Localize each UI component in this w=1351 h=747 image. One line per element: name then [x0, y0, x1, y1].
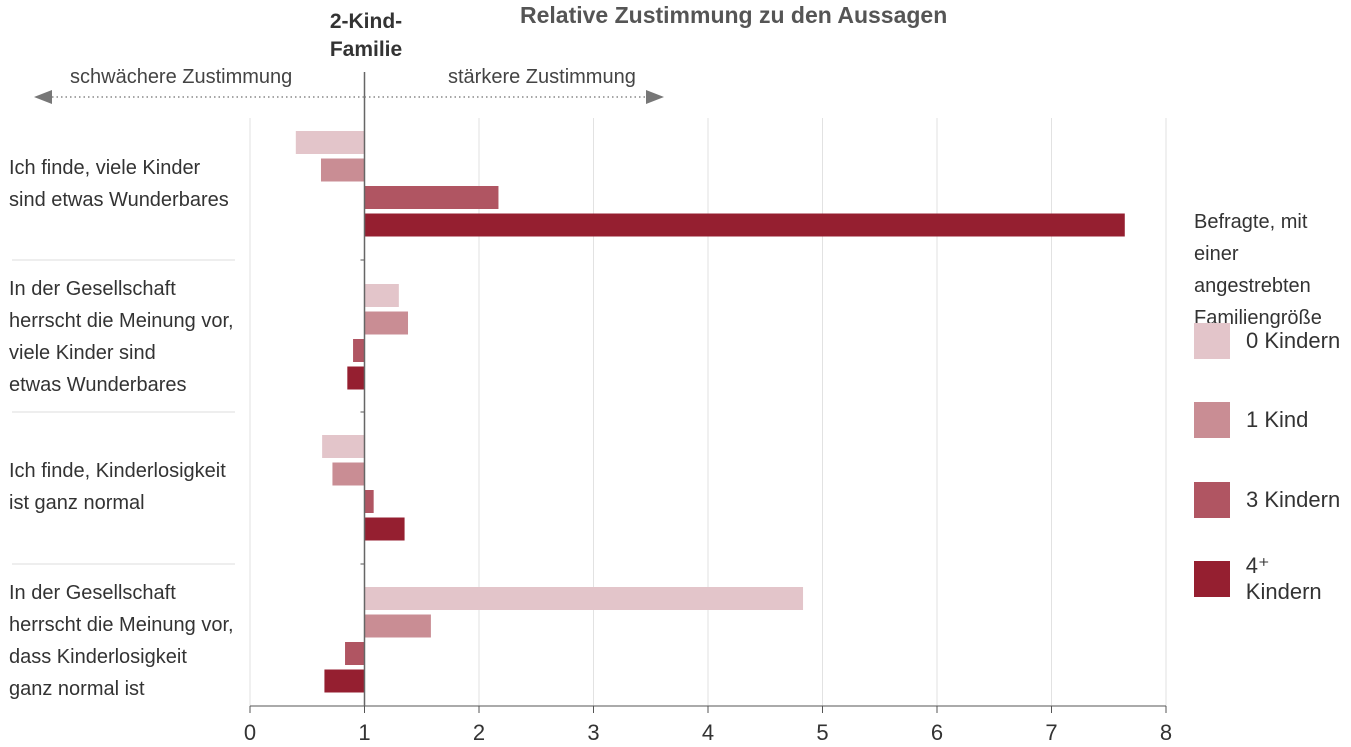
bar [322, 435, 365, 458]
direction-label-left: schwächere Zustimmung [70, 66, 293, 88]
x-tick-label: 1 [358, 720, 370, 745]
legend-label: 0 Kindern [1246, 328, 1341, 353]
x-tick-label: 8 [1160, 720, 1172, 745]
bar [364, 587, 804, 610]
category-label: Ich finde, Kinderlosigkeit ist ganz norm… [9, 460, 226, 514]
bar [353, 339, 365, 362]
legend-swatch [1194, 482, 1230, 518]
legend-label: 4⁺ Kindern [1245, 553, 1322, 604]
x-tick-label: 7 [1045, 720, 1057, 745]
bar [345, 642, 365, 665]
direction-label-right: stärkere Zustimmung [448, 66, 636, 88]
bar [364, 186, 499, 209]
x-tick-label: 6 [931, 720, 943, 745]
arrow-left-icon [34, 90, 52, 104]
legend-item: 4⁺ Kindern [1194, 553, 1351, 604]
x-tick-label: 0 [244, 720, 256, 745]
bar [364, 517, 405, 541]
bar [347, 366, 365, 390]
bar [295, 131, 365, 154]
reference-line-label: 2-Kind- Familie [329, 10, 403, 61]
bar [324, 669, 365, 693]
x-tick-label: 5 [816, 720, 828, 745]
legend-label: 3 Kindern [1246, 487, 1341, 512]
legend-item: 1 Kind [1194, 402, 1308, 438]
x-tick-label: 4 [702, 720, 714, 745]
bar [364, 284, 399, 307]
legend-swatch [1194, 323, 1230, 359]
legend-swatch [1194, 402, 1230, 438]
legend-label: 1 Kind [1246, 407, 1309, 432]
arrow-right-icon [646, 90, 664, 104]
bar [364, 490, 374, 513]
bar [320, 158, 365, 182]
bar [364, 213, 1125, 237]
legend-swatch [1194, 561, 1230, 597]
category-label: In der Gesellschaft herrscht die Meinung… [9, 582, 234, 700]
legend-item: 3 Kindern [1194, 482, 1340, 518]
bar [364, 311, 409, 335]
chart-title: Relative Zustimmung zu den Aussagen [520, 2, 948, 28]
category-label: Ich finde, viele Kinder sind etwas Wunde… [9, 157, 229, 211]
x-tick-label: 2 [473, 720, 485, 745]
legend-item: 0 Kindern [1194, 323, 1340, 359]
x-tick-label: 3 [587, 720, 599, 745]
bar [332, 462, 365, 486]
bar [364, 614, 431, 638]
category-label: In der Gesellschaft herrscht die Meinung… [9, 278, 234, 396]
